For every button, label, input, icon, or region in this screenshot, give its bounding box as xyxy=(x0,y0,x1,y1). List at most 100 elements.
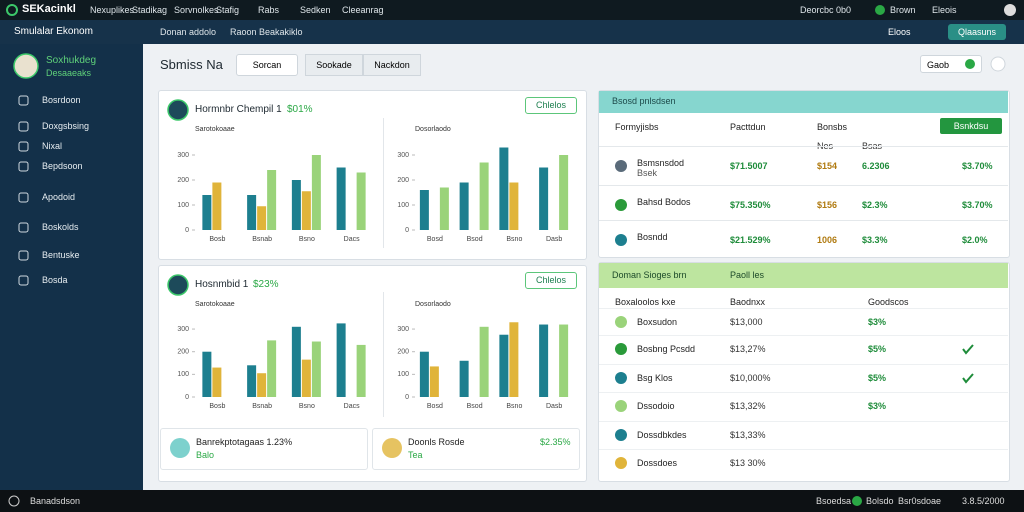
bar xyxy=(311,155,321,230)
tab[interactable]: Sookade xyxy=(305,54,363,76)
sidebar-item[interactable]: Boskolds xyxy=(42,222,79,232)
row-name: Bahsd Bodos xyxy=(637,197,691,207)
amount: $10,000% xyxy=(730,373,771,383)
action-button[interactable]: Qlaasuns xyxy=(948,24,1006,40)
table-button[interactable]: Bsnkdsu xyxy=(940,118,1002,134)
bar xyxy=(499,334,509,397)
x-tick-label: Bsnab xyxy=(252,236,272,243)
menu-item[interactable]: Stadikag xyxy=(132,5,168,15)
menu-item[interactable]: Stafig xyxy=(216,5,240,15)
row-divider xyxy=(599,449,1008,450)
amount: $13,32% xyxy=(730,401,766,411)
y-tick-label: 100 xyxy=(397,371,409,378)
percent: $5% xyxy=(868,344,887,354)
sidebar-item[interactable]: Apodoid xyxy=(42,192,76,202)
nav-icon xyxy=(18,192,29,203)
menu-item[interactable]: Sedken xyxy=(300,5,331,15)
user-dot xyxy=(875,5,885,15)
sidebar-item[interactable]: Bentuske xyxy=(42,250,80,260)
cell: $2.3% xyxy=(862,200,888,210)
x-tick-label: Bosd xyxy=(427,236,443,243)
chart-label: Dosorlaodo xyxy=(415,126,451,133)
nav-icon xyxy=(18,222,29,233)
panel-button[interactable]: Chlelos xyxy=(525,272,577,289)
bar xyxy=(479,162,489,230)
panel-title: Hosnmbid 1 xyxy=(195,279,249,290)
y-tick-label: 300 xyxy=(177,326,189,333)
tab[interactable]: Nackdon xyxy=(363,54,421,76)
cell: $156 xyxy=(817,200,838,210)
row-icon xyxy=(615,199,627,211)
status-dot xyxy=(852,496,862,506)
bar xyxy=(257,373,267,397)
row-icon xyxy=(615,372,627,384)
row-icon xyxy=(615,400,627,412)
panel-button[interactable]: Chlelos xyxy=(525,97,577,114)
row-divider xyxy=(599,335,1008,336)
footer-item[interactable]: Bolsdo xyxy=(866,496,894,506)
option-button[interactable]: Gaob xyxy=(920,55,982,73)
brand-icon xyxy=(6,4,18,16)
chart-panel xyxy=(158,90,587,260)
menu-item[interactable]: Cleeanrag xyxy=(342,5,384,15)
user[interactable]: Brown xyxy=(890,5,916,15)
row-icon xyxy=(615,316,627,328)
table-title: Doman Sioges brn xyxy=(612,270,687,280)
x-tick-label: Bsno xyxy=(299,236,315,243)
bar xyxy=(499,147,509,230)
menu-item[interactable]: Nexuplikes xyxy=(90,5,135,15)
stat-card xyxy=(160,428,368,470)
bar xyxy=(291,326,301,397)
status: Deorcbc 0b0 xyxy=(800,5,852,15)
menu-item[interactable]: Rabs xyxy=(258,5,280,15)
sidebar-item[interactable]: Bepdsoon xyxy=(42,161,83,171)
row-divider xyxy=(599,308,1008,309)
bar xyxy=(267,340,277,397)
footer-item[interactable]: 3.8.5/2000 xyxy=(962,496,1005,506)
cell: $3.70% xyxy=(962,200,993,210)
stat-label: Banrekptotagaas 1.23% xyxy=(196,437,293,447)
x-tick-label: Bsod xyxy=(467,403,483,410)
cell: 6.2306 xyxy=(862,161,890,171)
footer-item[interactable]: Bsoedsa xyxy=(816,496,852,506)
bar xyxy=(356,344,366,397)
bar xyxy=(267,170,277,230)
column-header: Goodscos xyxy=(868,297,909,307)
footer-item[interactable]: Bsr0sdoae xyxy=(898,496,942,506)
table-header xyxy=(599,263,1008,288)
bar xyxy=(336,167,346,230)
sidebar-item[interactable]: Bosrdoon xyxy=(42,95,81,105)
x-tick-label: Bsod xyxy=(467,236,483,243)
column-header: Baodnxx xyxy=(730,297,766,307)
select[interactable]: Sorcan xyxy=(236,54,298,76)
footer-left: Banadsdson xyxy=(30,496,81,506)
menu-item[interactable]: Sorvnolkes xyxy=(174,5,219,15)
row-icon xyxy=(615,160,627,172)
row-name: Bsg Klos xyxy=(637,373,673,383)
table-title-2: Paoll les xyxy=(730,270,765,280)
y-tick-label: 200 xyxy=(177,177,189,184)
row-icon xyxy=(615,234,627,246)
divider xyxy=(383,118,384,248)
filter[interactable]: Eloos xyxy=(888,27,911,37)
bar xyxy=(419,190,429,230)
nav-item[interactable]: Donan addolo xyxy=(160,27,217,37)
stat-icon xyxy=(382,438,402,458)
bar xyxy=(202,351,212,397)
sidebar-item[interactable]: Bosda xyxy=(42,275,68,285)
footer-bar xyxy=(0,490,1024,512)
cell: $75.350% xyxy=(730,200,771,210)
cell: $2.0% xyxy=(962,235,988,245)
row-name: Dossdoes xyxy=(637,458,678,468)
account[interactable]: Eleois xyxy=(932,5,957,15)
chart-label: Sarotokoaae xyxy=(195,126,235,133)
user-role: Desaaeaks xyxy=(46,68,92,78)
panel-change: $23% xyxy=(253,279,279,290)
nav-item[interactable]: Raoon Beakakiklo xyxy=(230,27,303,37)
sidebar-item[interactable]: Nixal xyxy=(42,141,63,151)
sidebar-item[interactable]: Doxgsbsing xyxy=(42,121,90,131)
row-divider xyxy=(599,185,1008,186)
y-tick-label: 0 xyxy=(405,227,409,234)
percent: $3% xyxy=(868,317,887,327)
